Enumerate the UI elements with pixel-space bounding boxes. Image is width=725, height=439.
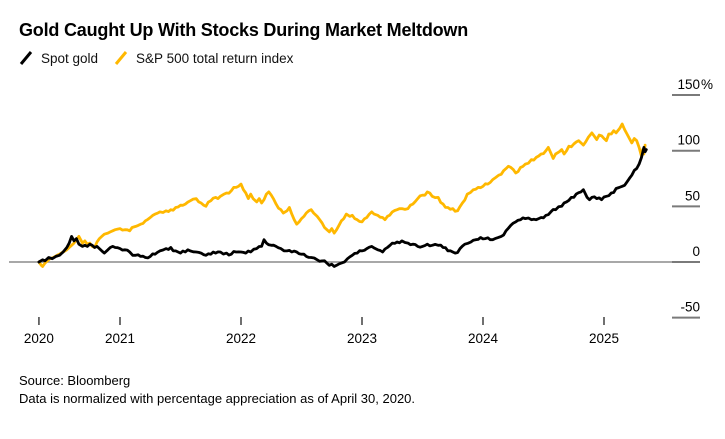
y-axis-label: 50 bbox=[685, 188, 700, 203]
spot-gold-line bbox=[37, 145, 648, 268]
x-axis-label: 2025 bbox=[589, 331, 619, 346]
chart-footer: Source: Bloomberg Data is normalized wit… bbox=[19, 372, 415, 407]
y-axis-label: 100 bbox=[677, 133, 700, 148]
legend-label-spot-gold: Spot gold bbox=[41, 51, 99, 66]
x-axis-label: 2023 bbox=[347, 331, 377, 346]
y-axis-unit: % bbox=[701, 77, 713, 92]
legend-swatch-gold bbox=[19, 51, 33, 65]
x-axis-label: 2020 bbox=[24, 331, 54, 346]
sp500-line-icon bbox=[114, 51, 128, 65]
x-axis-label: 2021 bbox=[105, 331, 135, 346]
chart-title: Gold Caught Up With Stocks During Market… bbox=[19, 20, 469, 40]
legend-item-spot-gold: Spot gold bbox=[19, 51, 98, 66]
legend-item-sp500: S&P 500 total return index bbox=[114, 51, 293, 66]
sp500-line bbox=[37, 122, 647, 268]
spot-gold-line-icon bbox=[19, 51, 33, 65]
x-axis-label: 2022 bbox=[226, 331, 256, 346]
legend-swatch-sp500 bbox=[114, 51, 128, 65]
footnote-text: Data is normalized with percentage appre… bbox=[19, 390, 416, 406]
source-text: Source: Bloomberg bbox=[19, 373, 131, 388]
y-axis-label: 150 bbox=[677, 77, 700, 92]
legend-label-sp500: S&P 500 total return index bbox=[136, 51, 294, 66]
y-axis-label: -50 bbox=[680, 300, 700, 315]
chart-legend: Spot gold S&P 500 total return index bbox=[19, 51, 293, 66]
x-axis-label: 2024 bbox=[468, 331, 499, 346]
y-axis-label: 0 bbox=[692, 244, 700, 259]
